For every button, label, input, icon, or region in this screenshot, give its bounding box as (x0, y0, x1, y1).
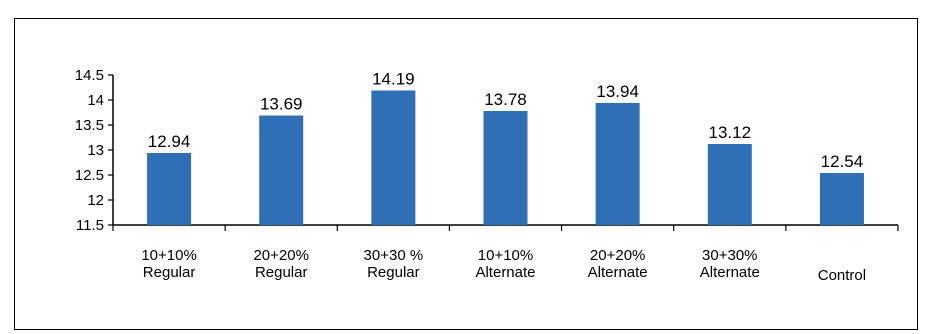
category-label: 10+10% (478, 247, 533, 264)
category-label: Control (818, 267, 866, 284)
bar (483, 111, 528, 225)
data-label: 12.54 (821, 152, 864, 171)
category-label: 30+30% (702, 247, 757, 264)
data-label: 13.12 (709, 123, 752, 142)
bar (371, 90, 416, 225)
category-label: Regular (255, 264, 308, 281)
data-label: 12.94 (148, 132, 191, 151)
category-label: 10+10% (141, 247, 196, 264)
category-label: 20+20% (253, 247, 308, 264)
y-tick-label: 12 (87, 192, 104, 209)
y-tick-label: 14 (87, 92, 104, 109)
y-tick-label: 12.5 (75, 167, 104, 184)
category-label: Alternate (475, 264, 535, 281)
y-tick-label: 13 (87, 142, 104, 159)
data-label: 13.69 (260, 95, 303, 114)
y-tick-label: 11.5 (76, 217, 104, 234)
bar (595, 103, 640, 225)
category-label: Regular (367, 264, 420, 281)
category-label: Alternate (700, 264, 760, 281)
category-label: 20+20% (590, 247, 645, 264)
bar (259, 115, 304, 225)
data-label: 13.94 (596, 82, 639, 101)
category-label: Regular (143, 264, 196, 281)
category-label: 30+30 % (364, 247, 424, 264)
data-label: 14.19 (372, 70, 415, 89)
y-tick-label: 13.5 (75, 117, 104, 134)
bar (147, 153, 192, 225)
bar (707, 144, 752, 225)
y-tick-label: 14.5 (75, 67, 104, 84)
bar (819, 173, 864, 225)
category-label: Alternate (588, 264, 648, 281)
data-label: 13.78 (484, 90, 527, 109)
